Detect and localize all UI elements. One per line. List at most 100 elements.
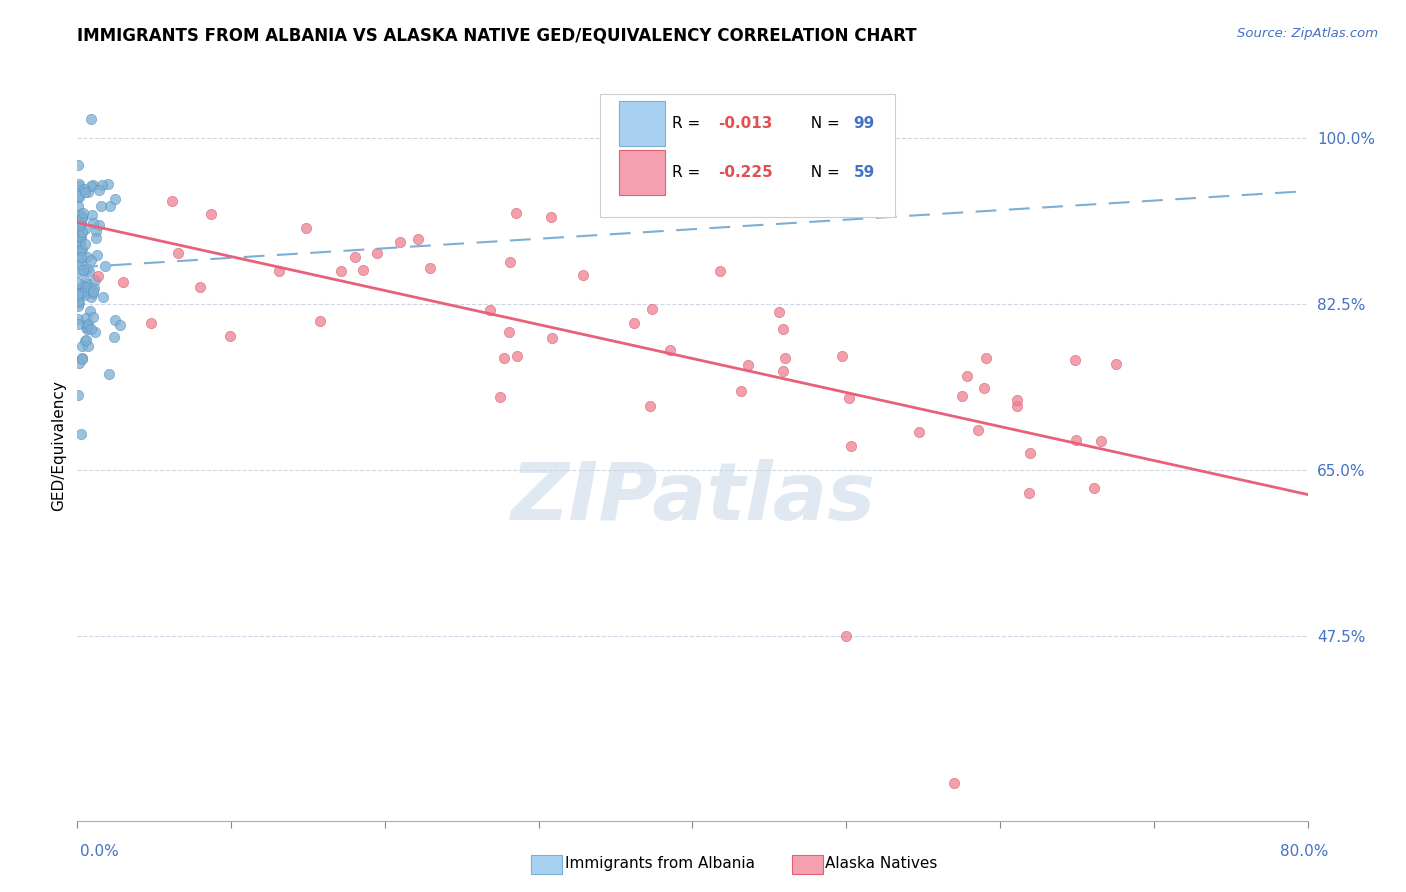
Point [775,351,797,365]
Point [141,317,163,331]
Point [737,359,759,373]
Point [571,268,593,283]
Point [66,317,89,331]
Point [352,263,374,277]
Point [84,325,107,339]
Point [111,275,134,289]
Point [79,290,101,304]
Point [75,222,97,236]
Point [86,223,108,237]
Point [309,314,332,328]
Point [82,284,104,298]
FancyBboxPatch shape [619,102,665,146]
Point [1005,393,1028,408]
Text: 80.0%: 80.0% [1281,845,1329,859]
Point [831,349,853,363]
Point [540,210,562,224]
Point [86,248,108,262]
Point [69,216,91,230]
Point [67,356,90,370]
Point [69,286,91,301]
Point [772,322,794,336]
Point [219,328,242,343]
Point [90,178,112,192]
Point [103,329,125,343]
Point [73,279,96,293]
Point [70,352,93,367]
Point [77,264,100,278]
Point [366,246,388,260]
Point [67,177,90,191]
Point [72,205,94,219]
Point [76,250,98,264]
Point [80,322,103,336]
Point [1083,481,1105,495]
Point [67,234,90,248]
Point [75,237,97,252]
Point [70,210,93,224]
Point [67,219,90,233]
Point [82,178,104,193]
Text: 59: 59 [853,165,875,180]
Point [329,264,352,278]
Point [974,351,997,365]
Point [76,317,98,331]
Point [1105,358,1128,372]
Text: ZIPatlas: ZIPatlas [510,459,875,538]
Point [488,390,510,404]
Point [73,186,96,200]
Point [69,206,91,220]
Point [76,321,98,335]
Text: 99: 99 [853,116,875,131]
Point [835,629,858,643]
Point [82,285,104,300]
Point [67,296,90,310]
Point [942,775,965,789]
Point [492,351,515,365]
Point [75,333,97,347]
Text: N =: N = [801,165,845,180]
Point [838,392,860,406]
Point [94,259,117,273]
Point [967,423,990,437]
Point [76,262,98,277]
Point [83,281,105,295]
Point [72,263,94,277]
Point [70,339,93,353]
Point [69,252,91,267]
Point [343,251,366,265]
Point [408,232,430,246]
Point [69,178,91,193]
Point [67,287,90,301]
Text: Source: ZipAtlas.com: Source: ZipAtlas.com [1237,27,1378,40]
Point [70,257,93,271]
Point [70,216,93,230]
Point [269,263,291,277]
Point [75,334,97,349]
Point [67,188,90,202]
Point [80,112,103,126]
Point [75,311,97,326]
Point [166,246,188,260]
Point [90,199,112,213]
Point [295,221,318,235]
Point [72,263,94,277]
Point [188,280,211,294]
Point [1018,486,1040,500]
Point [506,350,529,364]
Text: Alaska Natives: Alaska Natives [825,856,938,871]
Point [70,250,93,264]
Point [104,313,127,327]
Point [75,274,97,288]
Point [623,316,645,330]
Point [70,283,93,297]
Point [75,320,97,334]
Point [66,158,89,172]
Point [67,293,90,308]
Point [1005,399,1028,413]
Point [104,192,127,206]
Point [69,243,91,257]
Point [950,389,973,403]
Point [908,425,931,439]
Point [76,318,98,332]
